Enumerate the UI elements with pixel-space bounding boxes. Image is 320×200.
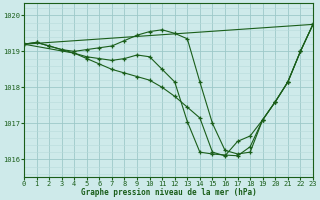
X-axis label: Graphe pression niveau de la mer (hPa): Graphe pression niveau de la mer (hPa)	[81, 188, 256, 197]
